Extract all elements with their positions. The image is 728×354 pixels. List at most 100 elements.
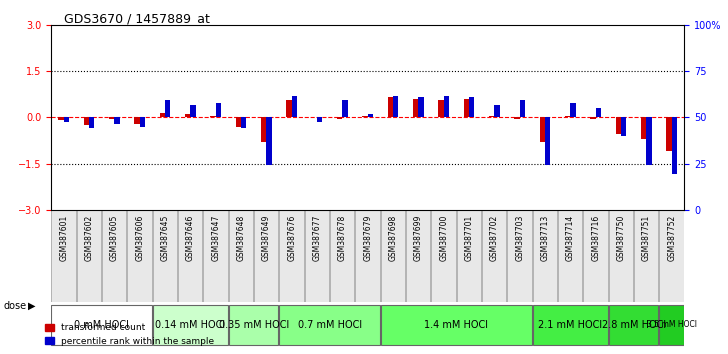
FancyBboxPatch shape [406,210,430,302]
FancyBboxPatch shape [533,305,608,345]
Text: GSM387678: GSM387678 [338,215,347,261]
Bar [266,117,272,165]
Bar [368,114,373,117]
FancyBboxPatch shape [432,210,456,302]
Text: ▶: ▶ [28,301,35,311]
Text: 2.1 mM HOCl: 2.1 mM HOCl [538,320,602,330]
Bar [317,117,323,122]
Bar [337,117,342,119]
Text: 0.35 mM HOCl: 0.35 mM HOCl [218,320,289,330]
Bar [109,117,114,119]
Text: GDS3670 / 1457889_at: GDS3670 / 1457889_at [63,12,210,25]
Bar [261,117,266,142]
FancyBboxPatch shape [280,210,304,302]
Bar [236,117,241,127]
Text: GSM387699: GSM387699 [414,215,423,261]
Text: GSM387698: GSM387698 [389,215,397,261]
Text: 0.7 mM HOCl: 0.7 mM HOCl [298,320,362,330]
Text: 2.8 mM HOCl: 2.8 mM HOCl [601,320,665,330]
Text: GSM387701: GSM387701 [464,215,473,261]
FancyBboxPatch shape [507,210,532,302]
Text: GSM387649: GSM387649 [262,215,271,261]
FancyBboxPatch shape [153,210,177,302]
Bar [215,103,221,117]
FancyBboxPatch shape [229,305,279,345]
Bar [565,116,570,117]
FancyBboxPatch shape [533,210,557,302]
Bar [616,117,621,134]
Bar [438,101,443,117]
Text: GSM387606: GSM387606 [135,215,144,261]
FancyBboxPatch shape [482,210,507,302]
FancyBboxPatch shape [583,210,608,302]
FancyBboxPatch shape [660,210,684,302]
Bar [514,117,520,119]
Bar [292,96,297,117]
FancyBboxPatch shape [609,305,659,345]
Text: GSM387750: GSM387750 [617,215,625,261]
Bar [489,116,494,117]
Legend: transformed count, percentile rank within the sample: transformed count, percentile rank withi… [41,320,218,349]
Text: dose: dose [4,301,27,311]
Bar [165,101,170,117]
FancyBboxPatch shape [102,210,127,302]
Bar [590,117,596,119]
FancyBboxPatch shape [355,210,380,302]
FancyBboxPatch shape [280,305,380,345]
Text: GSM387702: GSM387702 [490,215,499,261]
Bar [190,105,196,117]
FancyBboxPatch shape [203,210,228,302]
Text: GSM387713: GSM387713 [540,215,550,261]
Bar [210,116,215,117]
Bar [140,117,145,127]
Bar [63,117,69,122]
Text: GSM387676: GSM387676 [287,215,296,261]
Bar [286,101,292,117]
FancyBboxPatch shape [456,210,481,302]
Bar [58,117,63,120]
Text: GSM387679: GSM387679 [363,215,372,261]
Bar [419,97,424,117]
Bar [114,117,119,124]
Bar [241,117,246,128]
Text: GSM387602: GSM387602 [84,215,93,261]
Text: GSM387703: GSM387703 [515,215,524,261]
Bar [621,117,626,136]
FancyBboxPatch shape [178,210,202,302]
Bar [596,108,601,117]
FancyBboxPatch shape [381,210,405,302]
Bar [545,117,550,165]
Text: GSM387677: GSM387677 [312,215,322,261]
Bar [666,117,672,151]
FancyBboxPatch shape [153,305,228,345]
Text: 0 mM HOCl: 0 mM HOCl [74,320,129,330]
FancyBboxPatch shape [609,210,633,302]
Bar [387,97,393,117]
Bar [570,103,576,117]
Bar [159,113,165,117]
Bar [539,117,545,142]
Bar [469,97,475,117]
Text: GSM387647: GSM387647 [211,215,220,261]
FancyBboxPatch shape [254,210,279,302]
Text: GSM387646: GSM387646 [186,215,195,261]
Bar [185,114,190,117]
Bar [413,99,419,117]
Text: 1.4 mM HOCl: 1.4 mM HOCl [424,320,488,330]
FancyBboxPatch shape [660,305,684,345]
Bar [443,96,449,117]
Bar [134,117,140,124]
Bar [464,99,469,117]
Text: GSM387752: GSM387752 [667,215,676,261]
FancyBboxPatch shape [52,210,76,302]
Bar [646,117,652,165]
FancyBboxPatch shape [381,305,532,345]
Bar [363,116,368,117]
Text: GSM387601: GSM387601 [59,215,68,261]
Bar [672,117,677,175]
Text: GSM387751: GSM387751 [642,215,651,261]
FancyBboxPatch shape [127,210,152,302]
Text: GSM387714: GSM387714 [566,215,575,261]
Bar [342,101,348,117]
Text: GSM387648: GSM387648 [237,215,245,261]
